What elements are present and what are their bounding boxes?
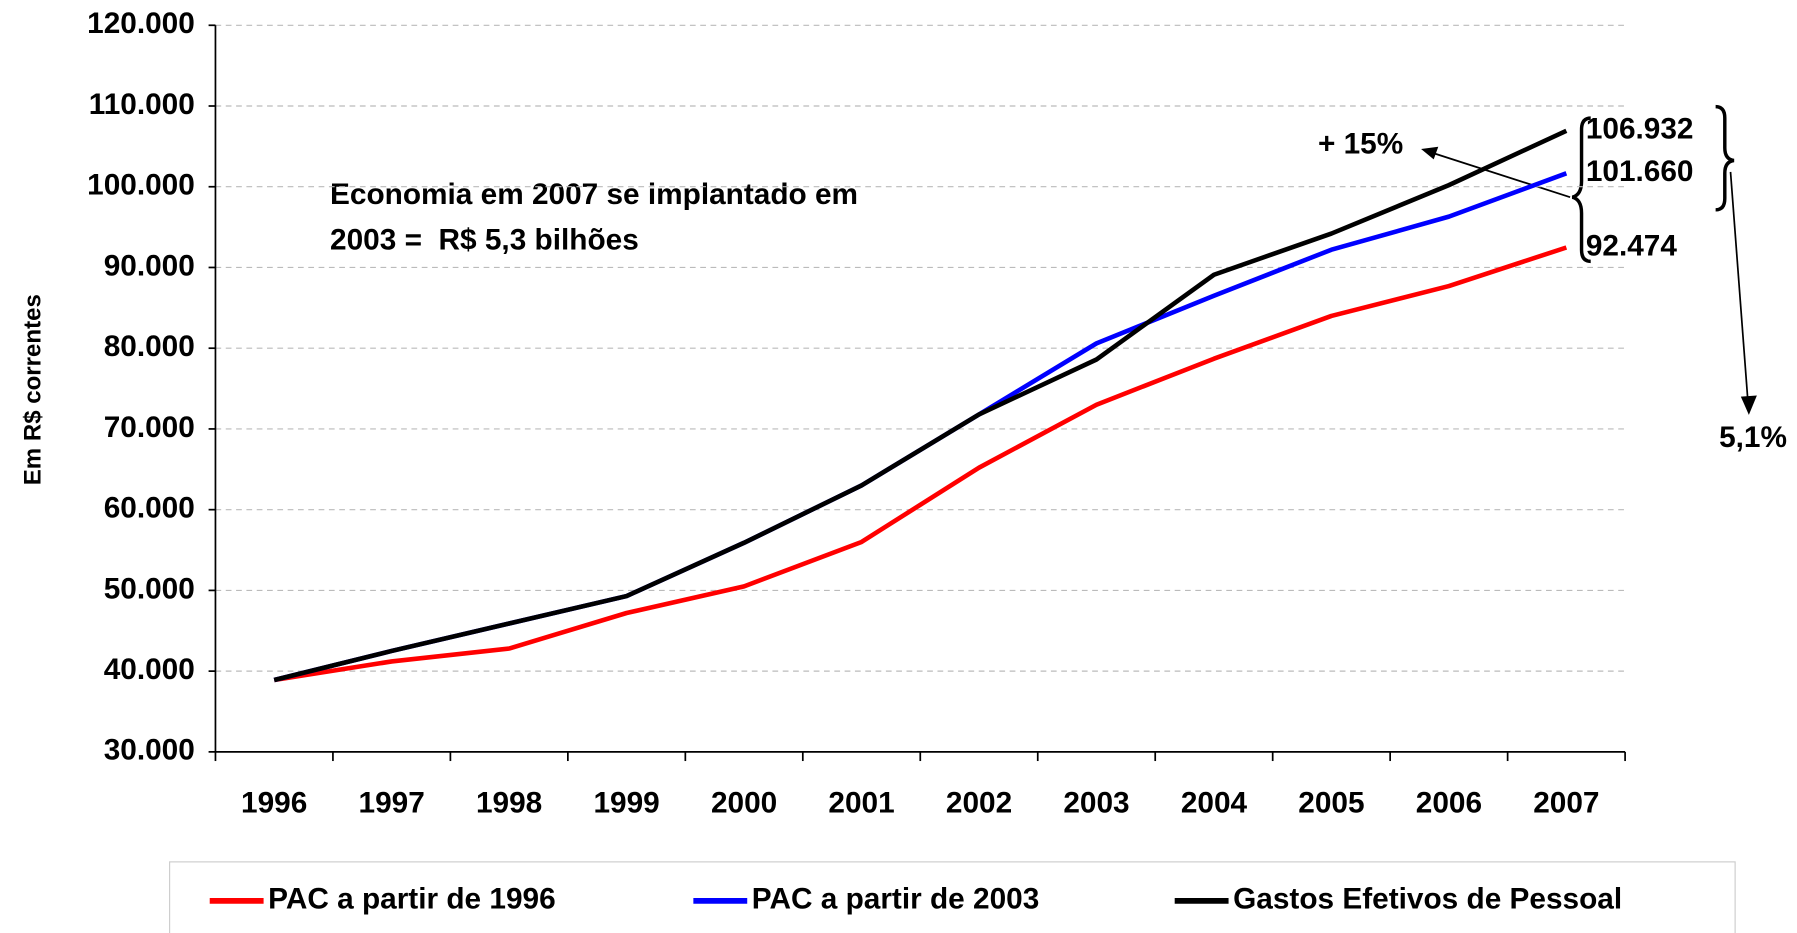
annotation: 2003 = R$ 5,3 bilhões [330,224,639,257]
x-tick-label: 1997 [359,786,425,819]
y-tick-label: 70.000 [104,411,195,444]
y-tick-label: 80.000 [104,330,195,363]
y-tick-label: 40.000 [104,653,195,686]
legend-label: Gastos Efetivos de Pessoal [1233,883,1622,916]
y-tick-label: 90.000 [104,249,195,282]
arrow [1434,152,1571,198]
x-tick-label: 1998 [476,786,542,819]
x-tick-label: 2002 [946,786,1012,819]
x-tick-label: 2007 [1533,786,1599,819]
data-label: 92.474 [1586,229,1678,262]
y-axis-label: Em R$ correntes [20,294,47,485]
x-tick-label: 2005 [1298,786,1364,819]
y-tick-label: 30.000 [104,734,195,767]
y-tick-label: 60.000 [104,492,195,525]
x-tick-label: 2003 [1063,786,1129,819]
x-tick-label: 2001 [828,786,894,819]
x-tick-label: 2000 [711,786,777,819]
arrow-head [1740,395,1757,415]
series-line [273,245,1568,683]
data-label: 106.932 [1586,113,1694,146]
legend-label: PAC a partir de 1996 [268,883,555,916]
x-tick-label: 1999 [593,786,659,819]
data-label: 101.660 [1586,155,1694,188]
annotation: Economia em 2007 se implantado em [330,178,858,211]
arrow [1729,171,1749,399]
legend-box [169,861,1736,933]
y-tick-label: 120.000 [87,7,195,40]
bracket [1715,104,1735,212]
x-tick-label: 2004 [1181,786,1248,819]
y-tick-label: 110.000 [89,88,195,121]
y-tick-label: 100.000 [87,169,195,202]
bracket [1571,116,1591,264]
x-tick-label: 2006 [1416,786,1482,819]
y-tick-label: 50.000 [104,572,195,605]
series-line [273,128,1568,683]
annotation: 5,1% [1719,421,1787,454]
x-tick-label: 1996 [241,786,307,819]
legend-label: PAC a partir de 2003 [752,883,1039,916]
annotation: + 15% [1318,127,1403,160]
arrow-head [1421,146,1439,160]
